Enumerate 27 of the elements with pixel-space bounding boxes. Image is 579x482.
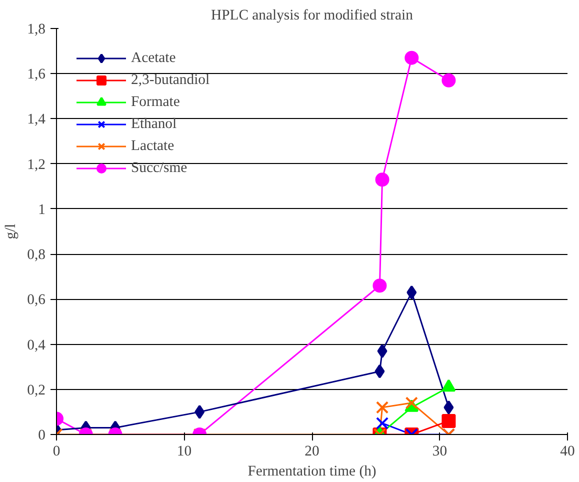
legend-label: Acetate [131,50,176,66]
point [375,172,390,187]
y-tick-label: 1,6 [27,66,46,83]
y-tick-label: 1,4 [27,112,46,128]
legend-label: Lactate [131,138,174,154]
legend-label: 2,3-butandiol [131,72,210,88]
y-tick-label: 0,4 [27,337,46,354]
point [442,73,456,88]
y-tick-label: 1 [38,202,46,218]
y-axis-title: g/l [3,224,20,240]
y-tick-label: 0,8 [27,247,46,264]
chart-title: HPLC analysis for modified strain [211,8,414,24]
x-tick-label: 10 [176,444,192,460]
y-tick-label: 0 [38,428,46,444]
legend-label: Succ/sme [131,160,188,176]
x-tick-label: 20 [304,444,320,460]
point [404,50,419,65]
x-axis-title: Fermentation time (h) [248,464,376,480]
legend-label: Formate [131,94,180,110]
x-tick-label: 30 [432,444,448,460]
y-tick-label: 1,8 [27,22,46,38]
x-tick-label: 40 [560,444,575,460]
y-tick-label: 1,2 [27,156,46,173]
y-tick-label: 0,6 [27,292,46,308]
x-tick-label: 0 [52,444,60,460]
y-tick-label: 0,2 [27,382,46,398]
legend-label: Ethanol [131,116,177,132]
